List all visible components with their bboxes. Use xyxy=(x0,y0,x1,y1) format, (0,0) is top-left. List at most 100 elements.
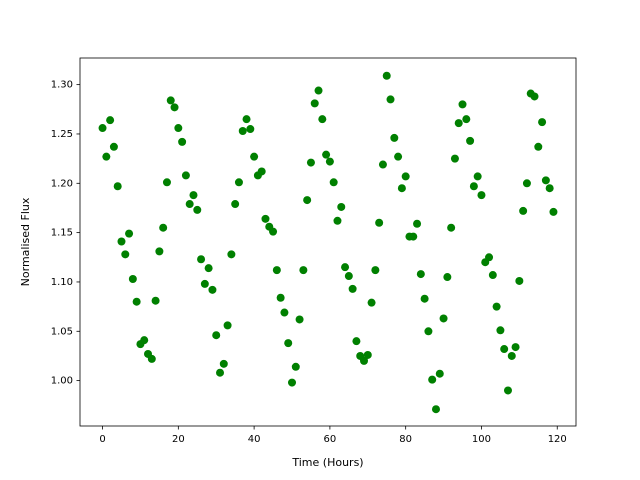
point xyxy=(477,191,486,200)
x-axis-label: Time (Hours) xyxy=(291,456,363,469)
point xyxy=(117,237,126,246)
point xyxy=(500,345,509,354)
point xyxy=(314,86,323,95)
point xyxy=(435,369,444,378)
point xyxy=(496,326,505,335)
point xyxy=(291,362,300,371)
point xyxy=(458,100,467,109)
point xyxy=(155,247,164,256)
point xyxy=(132,297,141,306)
x-tick-label: 0 xyxy=(99,434,105,445)
point xyxy=(272,266,281,275)
point xyxy=(238,127,247,136)
point xyxy=(181,171,190,180)
point xyxy=(443,273,452,282)
point xyxy=(333,216,342,225)
point xyxy=(390,133,399,142)
point xyxy=(159,223,168,232)
y-tick-label: 1.15 xyxy=(51,228,73,239)
point xyxy=(367,298,376,307)
point xyxy=(363,350,372,359)
point xyxy=(128,274,137,283)
point xyxy=(522,179,531,188)
point xyxy=(519,206,528,215)
y-tick-label: 1.00 xyxy=(51,376,73,387)
point xyxy=(257,167,266,176)
point xyxy=(344,272,353,281)
point xyxy=(401,172,410,181)
point xyxy=(113,182,122,191)
point xyxy=(269,227,278,236)
point xyxy=(348,284,357,293)
y-tick-label: 1.05 xyxy=(51,326,73,337)
point xyxy=(288,378,297,387)
point xyxy=(106,116,115,125)
point xyxy=(538,118,547,127)
point xyxy=(413,219,422,228)
y-tick-label: 1.10 xyxy=(51,277,73,288)
point xyxy=(204,264,213,273)
point xyxy=(318,115,327,124)
point xyxy=(216,368,225,377)
point xyxy=(227,250,236,259)
point xyxy=(428,375,437,384)
point xyxy=(416,270,425,279)
point xyxy=(503,386,512,395)
x-tick-label: 80 xyxy=(399,434,412,445)
point xyxy=(378,160,387,169)
x-tick-label: 100 xyxy=(472,434,491,445)
point xyxy=(276,293,285,302)
point xyxy=(507,351,516,360)
point xyxy=(178,137,187,146)
point xyxy=(102,152,111,161)
point xyxy=(280,308,289,317)
x-tick-label: 60 xyxy=(324,434,337,445)
point xyxy=(250,152,259,161)
y-tick-label: 1.20 xyxy=(51,178,73,189)
point xyxy=(329,178,338,187)
point xyxy=(424,327,433,336)
point xyxy=(488,271,497,280)
point xyxy=(454,119,463,128)
point xyxy=(98,124,107,133)
point xyxy=(170,103,179,112)
y-axis-label: Normalised Flux xyxy=(19,197,32,286)
point xyxy=(193,205,202,214)
point xyxy=(352,337,361,346)
point xyxy=(322,150,331,159)
point xyxy=(420,294,429,303)
point xyxy=(121,250,130,259)
x-tick-label: 120 xyxy=(548,434,567,445)
point xyxy=(431,405,440,414)
point xyxy=(371,266,380,275)
point xyxy=(125,229,134,238)
point xyxy=(469,182,478,191)
point xyxy=(234,178,243,187)
point xyxy=(515,276,524,285)
point xyxy=(109,142,118,151)
point xyxy=(485,253,494,262)
point xyxy=(174,124,183,133)
point xyxy=(246,125,255,134)
point xyxy=(299,266,308,275)
y-tick-label: 1.30 xyxy=(51,80,73,91)
point xyxy=(231,200,240,209)
point xyxy=(284,339,293,348)
point xyxy=(166,96,175,105)
point xyxy=(466,136,475,145)
point xyxy=(511,343,520,352)
x-tick-label: 40 xyxy=(248,434,261,445)
point xyxy=(450,154,459,163)
point xyxy=(409,232,418,241)
point xyxy=(462,115,471,124)
point xyxy=(185,200,194,209)
point xyxy=(140,336,149,345)
point xyxy=(212,331,221,340)
point xyxy=(492,302,501,311)
point xyxy=(545,184,554,193)
point xyxy=(439,314,448,323)
plot-frame xyxy=(79,57,577,427)
point xyxy=(162,178,171,187)
